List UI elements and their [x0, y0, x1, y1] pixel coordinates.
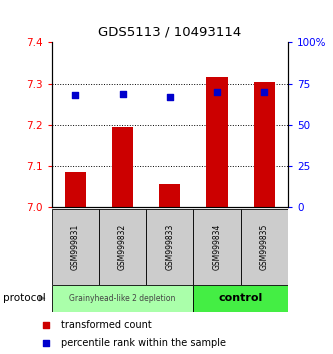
Bar	[193, 285, 288, 312]
Text: GSM999833: GSM999833	[165, 224, 174, 270]
Text: protocol: protocol	[3, 293, 46, 303]
Point	[214, 89, 220, 95]
Bar	[52, 285, 193, 312]
Text: percentile rank within the sample: percentile rank within the sample	[61, 338, 226, 348]
Text: control: control	[219, 293, 263, 303]
Bar	[241, 209, 288, 285]
Point	[43, 340, 49, 346]
Bar	[254, 81, 275, 207]
Point	[262, 89, 267, 95]
Bar	[159, 184, 180, 207]
Text: GSM999832: GSM999832	[118, 224, 127, 270]
Text: Grainyhead-like 2 depletion: Grainyhead-like 2 depletion	[69, 294, 176, 303]
Bar	[193, 209, 241, 285]
Title: GDS5113 / 10493114: GDS5113 / 10493114	[98, 25, 241, 39]
Bar	[146, 209, 193, 285]
Point	[43, 322, 49, 328]
Bar	[52, 209, 99, 285]
Bar	[99, 209, 146, 285]
Point	[120, 91, 125, 96]
Text: GSM999834: GSM999834	[212, 224, 222, 270]
Point	[73, 92, 78, 98]
Bar	[206, 78, 228, 207]
Text: transformed count: transformed count	[61, 320, 152, 330]
Text: GSM999831: GSM999831	[71, 224, 80, 270]
Bar	[65, 172, 86, 207]
Text: GSM999835: GSM999835	[260, 224, 269, 270]
Point	[167, 94, 172, 99]
Bar	[112, 127, 133, 207]
